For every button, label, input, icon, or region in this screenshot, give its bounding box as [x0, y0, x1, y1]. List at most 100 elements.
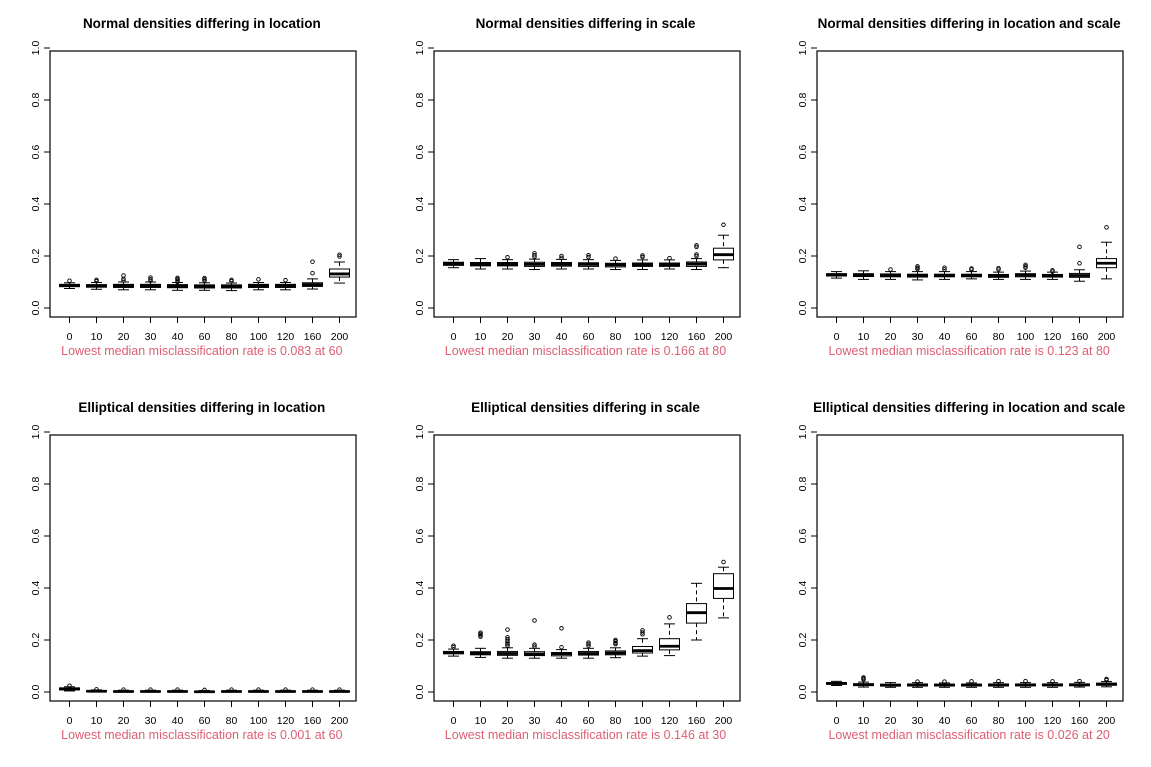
outlier-point [558, 625, 564, 631]
outlier-point [531, 252, 537, 258]
boxplot-160 [302, 259, 323, 290]
outlier-point [310, 686, 315, 692]
boxplot-40 [550, 625, 572, 659]
x-tick-label: 0 [450, 715, 456, 727]
boxplot-10 [853, 270, 875, 280]
x-tick-label: 30 [528, 715, 540, 727]
outlier-point [531, 641, 537, 647]
outlier-point [585, 639, 591, 645]
outlier-point [121, 278, 126, 283]
boxplot-80 [988, 265, 1010, 280]
panel-elliptical-location-scale: 0.0 0.2 0.4 0.6 0.8 1.0 0 10 20 30 40 60 80 100 120 160… [767, 384, 1151, 767]
boxplot-80 [221, 277, 242, 292]
boxplot-120 [1042, 678, 1064, 688]
panel-caption: Lowest median misclassification rate is … [828, 344, 1110, 358]
outlier-point [175, 275, 180, 281]
x-tick-label: 160 [687, 715, 705, 727]
outlier-point [94, 277, 99, 283]
x-tick-label: 80 [993, 715, 1005, 727]
x-tick-label: 100 [633, 715, 651, 727]
boxplot-100 [631, 253, 653, 271]
outlier-point [720, 559, 726, 564]
outlier-point [504, 626, 510, 632]
x-tick-label: 60 [582, 331, 594, 343]
y-tick-label: 1.0 [414, 41, 426, 56]
y-tick-label: 0.8 [414, 93, 426, 108]
x-tick-label: 0 [834, 715, 840, 727]
y-tick-label: 0.8 [30, 93, 42, 108]
x-tick-label: 200 [1098, 331, 1116, 343]
y-tick-label: 0.4 [30, 197, 42, 212]
panel-title: Normal densities differing in location a… [817, 16, 1121, 31]
panel-title: Elliptical densities differing in scale [471, 399, 700, 415]
boxplot-canvas-elliptical-location: 0.0 0.2 0.4 0.6 0.8 1.0 0 10 20 30 40 60 80 100 120 160… [30, 424, 357, 727]
y-tick-label: 0.6 [30, 528, 42, 543]
plot-frame [433, 433, 741, 702]
y-tick-label: 0.0 [414, 301, 426, 316]
outlier-point [94, 686, 99, 692]
x-tick-label: 120 [277, 715, 295, 727]
boxplot-200 [329, 686, 350, 693]
outlier-point [666, 614, 672, 620]
y-tick-label: 0.0 [30, 684, 42, 699]
outlier-point [969, 678, 975, 684]
boxplot-160 [1069, 244, 1091, 282]
x-tick-label: 10 [858, 715, 870, 727]
x-tick-label: 20 [885, 715, 897, 727]
boxplot-0 [442, 642, 464, 657]
y-tick-label: 0.4 [797, 580, 809, 595]
y-tick-label: 0.4 [414, 197, 426, 212]
y-tick-label: 1.0 [30, 41, 42, 56]
outlier-point [558, 253, 564, 259]
outlier-point [1023, 264, 1029, 269]
x-tick-label: 0 [450, 331, 456, 343]
outlier-point [283, 686, 288, 692]
x-tick-label: 100 [1017, 715, 1035, 727]
boxplot-10 [86, 686, 107, 693]
x-tick-label: 30 [912, 331, 924, 343]
boxplot-20 [496, 255, 518, 270]
boxplot-100 [248, 686, 269, 693]
outlier-point [229, 686, 234, 692]
outlier-point [720, 222, 726, 228]
boxplot-120 [1042, 268, 1064, 280]
y-tick-label: 0.2 [414, 632, 426, 647]
boxplot-200 [1096, 225, 1118, 280]
x-tick-label: 10 [91, 715, 103, 727]
x-tick-label: 40 [172, 715, 184, 727]
panel-caption: Lowest median misclassification rate is … [61, 344, 343, 358]
outlier-point [531, 617, 537, 623]
y-tick-label: 1.0 [414, 424, 426, 439]
x-tick-label: 20 [501, 331, 513, 343]
x-tick-label: 100 [250, 331, 268, 343]
y-tick-label: 0.4 [30, 580, 42, 595]
outlier-point [531, 251, 537, 256]
boxplot-canvas-elliptical-location-scale: 0.0 0.2 0.4 0.6 0.8 1.0 0 10 20 30 40 60 80 100 120 160… [797, 424, 1124, 727]
outlier-point [121, 686, 126, 692]
x-tick-label: 120 [1044, 715, 1062, 727]
boxplot-10 [469, 629, 491, 658]
x-tick-label: 40 [939, 331, 951, 343]
boxplot-80 [988, 678, 1010, 688]
x-tick-label: 120 [277, 331, 295, 343]
boxplot-30 [140, 275, 161, 291]
boxplot-30 [907, 264, 929, 281]
outlier-point [969, 266, 975, 271]
boxplot-200 [329, 252, 350, 284]
boxplot-20 [880, 267, 902, 280]
boxplot-120 [658, 614, 680, 656]
x-tick-label: 60 [199, 715, 211, 727]
outlier-point [477, 629, 483, 635]
x-tick-label: 0 [67, 715, 73, 727]
boxplot-30 [907, 678, 929, 688]
x-tick-label: 100 [1017, 331, 1035, 343]
x-tick-label: 100 [250, 715, 268, 727]
y-tick-label: 0.2 [414, 249, 426, 264]
x-tick-label: 200 [1098, 715, 1116, 727]
outlier-point [148, 275, 153, 280]
outlier-point [942, 678, 948, 684]
y-tick-label: 0.8 [414, 476, 426, 491]
boxplot-0 [826, 680, 848, 686]
iqr-box [658, 637, 680, 650]
x-tick-label: 30 [145, 715, 157, 727]
